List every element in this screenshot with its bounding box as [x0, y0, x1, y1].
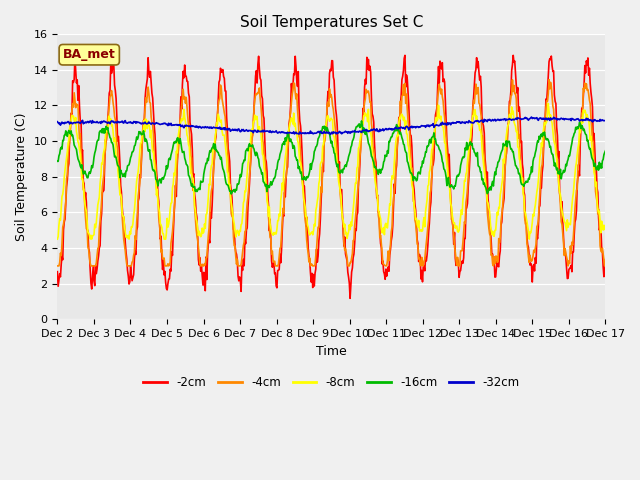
Title: Soil Temperatures Set C: Soil Temperatures Set C — [240, 15, 423, 30]
Y-axis label: Soil Temperature (C): Soil Temperature (C) — [15, 112, 28, 241]
X-axis label: Time: Time — [316, 345, 347, 358]
Text: BA_met: BA_met — [63, 48, 116, 61]
Legend: -2cm, -4cm, -8cm, -16cm, -32cm: -2cm, -4cm, -8cm, -16cm, -32cm — [139, 371, 524, 394]
